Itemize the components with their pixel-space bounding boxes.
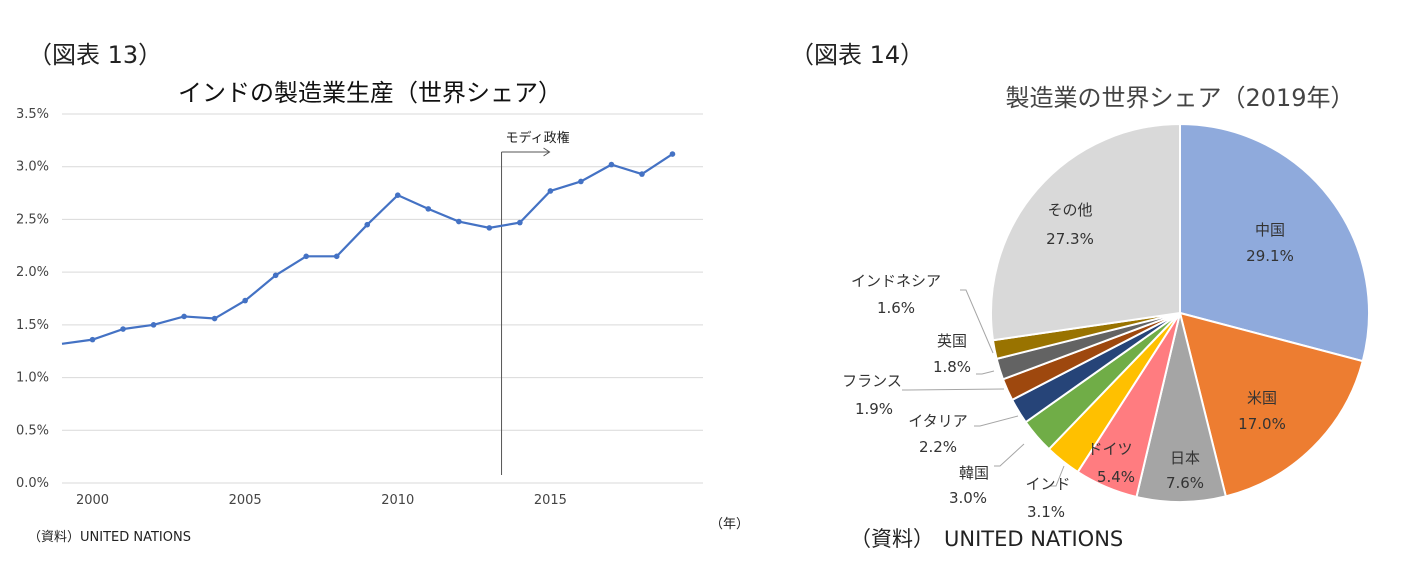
left-figure-label: （図表 13） [28, 41, 162, 69]
pie-slice-name: 韓国 [959, 464, 989, 482]
x-axis-unit: （年） [710, 517, 749, 532]
data-point [639, 171, 645, 177]
data-point [150, 322, 157, 328]
data-point [364, 221, 371, 228]
line-chart-x-axis: 2000 2005 2010 2015 [76, 493, 567, 508]
pie-leader-line [960, 289, 994, 354]
y-tick-label: 0.5% [16, 423, 49, 438]
y-tick-label: 1.5% [16, 318, 49, 333]
pie-slice-value: 1.8% [933, 358, 971, 376]
pie-slice-value: 2.2% [919, 438, 957, 456]
x-tick-label: 2015 [534, 493, 567, 508]
data-point [181, 313, 187, 320]
data-point [547, 188, 554, 194]
modi-annotation-arrowhead [543, 147, 551, 157]
data-point [211, 315, 218, 322]
y-tick-label: 1.0% [16, 371, 49, 386]
y-tick-label: 3.5% [16, 107, 49, 122]
pie-leader-line [976, 370, 995, 375]
pie-slice-value: 3.0% [949, 489, 987, 507]
data-point [89, 336, 96, 343]
data-point [608, 161, 615, 168]
pie-slice-name: 英国 [937, 332, 967, 350]
data-point [303, 253, 309, 260]
x-tick-label: 2005 [229, 493, 262, 508]
line-chart-gridlines [62, 113, 703, 484]
left-source: （資料）UNITED NATIONS [28, 530, 191, 545]
data-point [456, 218, 462, 225]
pie-slice-name: イタリア [908, 412, 967, 430]
data-point [517, 219, 523, 226]
pie-leader-line [994, 443, 1025, 467]
y-tick-label: 0.0% [16, 476, 49, 491]
pie-slice-value: 5.4% [1097, 468, 1135, 486]
y-tick-label: 2.0% [16, 265, 49, 280]
data-point [486, 225, 493, 231]
pie-slice-name: 中国 [1255, 221, 1285, 239]
y-tick-label: 2.5% [16, 212, 49, 227]
pie-leader-line [1050, 465, 1065, 487]
pie-leader-line [974, 415, 1019, 427]
pie-slice-name: ドイツ [1087, 440, 1132, 458]
pie-chart-title: 製造業の世界シェア（2019年） [1005, 84, 1354, 112]
pie-slice [990, 122, 1181, 342]
right-source-name: UNITED NATIONS [944, 527, 1123, 551]
pie-leader-line [902, 388, 1005, 391]
data-point [425, 206, 432, 212]
pie-slice-value: 29.1% [1246, 247, 1294, 265]
modi-annotation-label: モディ政権 [506, 130, 570, 146]
data-point [394, 192, 401, 198]
x-tick-label: 2000 [76, 493, 109, 508]
pie-slice-name: 米国 [1247, 389, 1277, 407]
pie-slice-value: 1.9% [855, 400, 893, 418]
pie-slice-value: 17.0% [1238, 415, 1286, 433]
right-figure-label: （図表 14） [790, 41, 924, 69]
modi-annotation: モディ政権 [501, 130, 570, 475]
data-point [333, 253, 340, 260]
pie-slice-name: フランス [842, 372, 902, 390]
data-point [120, 326, 126, 332]
pie-chart-slices [990, 122, 1370, 503]
right-source-prefix: （資料） [850, 527, 934, 551]
pie-slice [1179, 122, 1370, 363]
pie-chart-labels: 中国 29.1% 米国 17.0% 日本 7.6% ドイツ 5.4% インド 3.1% 韓国 3.0%… [842, 201, 1294, 521]
pie-slice-name: インドネシア [851, 272, 941, 290]
pie-slice-name: 日本 [1170, 449, 1200, 467]
data-point [272, 272, 279, 279]
x-tick-label: 2010 [381, 493, 414, 508]
data-point [242, 297, 248, 304]
pie-slice-value: 1.6% [877, 299, 915, 317]
pie-slice-value: 3.1% [1027, 503, 1065, 521]
data-point [578, 178, 584, 185]
data-point [669, 151, 676, 157]
line-chart-title: インドの製造業生産（世界シェア） [178, 79, 562, 107]
pie-slice-name: インド [1025, 475, 1070, 493]
line-chart-series [61, 151, 676, 345]
pie-slice-value: 7.6% [1166, 474, 1204, 492]
line-chart-y-axis: 0.0% 0.5% 1.0% 1.5% 2.0% 2.5% 3.0% 3.5% [16, 107, 49, 491]
y-tick-label: 3.0% [16, 160, 49, 175]
pie-slice-value: 27.3% [1046, 230, 1094, 248]
pie-slice [1178, 311, 1364, 498]
pie-slice-name: その他 [1047, 201, 1092, 219]
